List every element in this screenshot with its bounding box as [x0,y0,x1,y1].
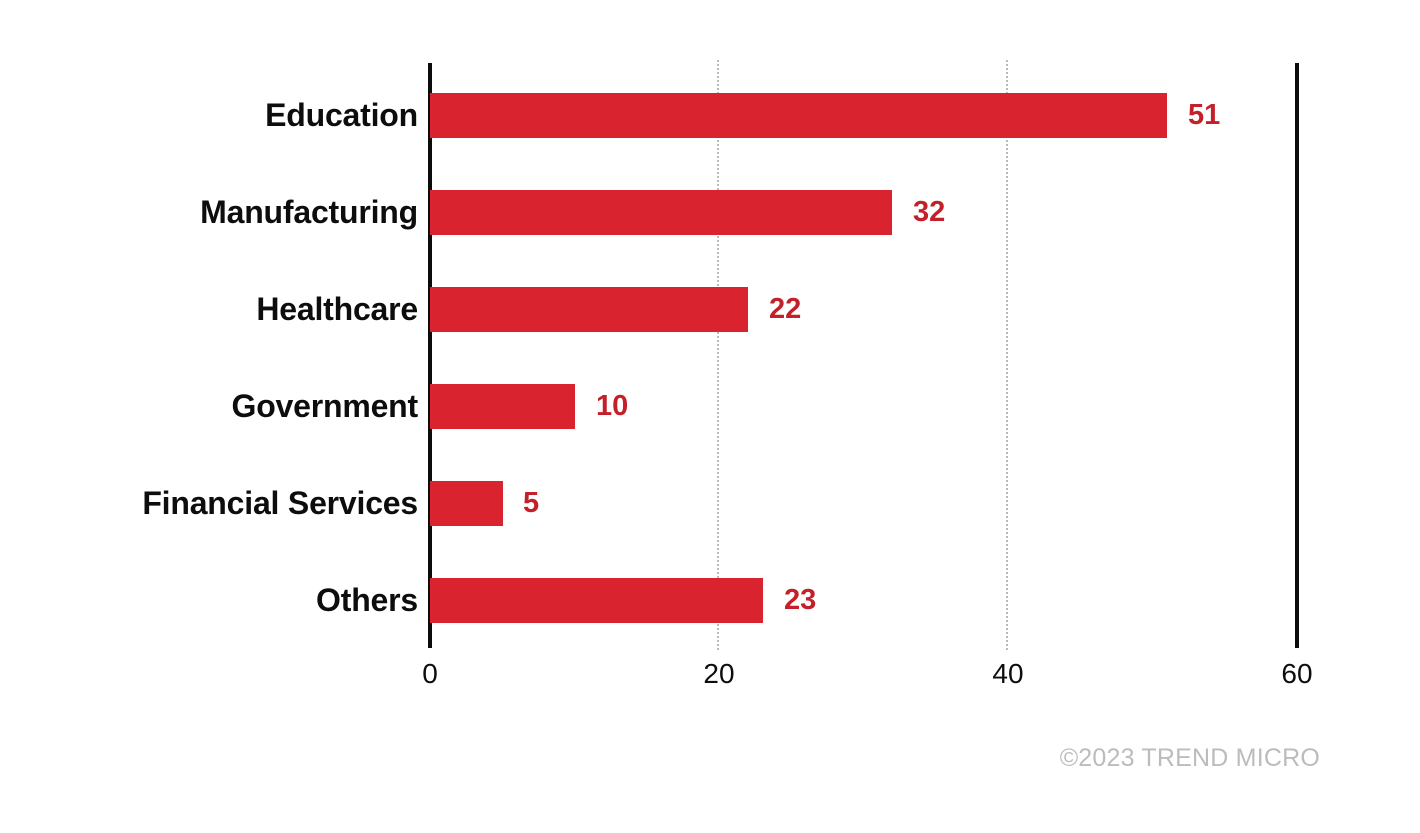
xtick-label-40: 40 [992,658,1024,689]
xtick-label-60: 60 [1281,658,1313,689]
xtick-label-20: 20 [703,658,735,689]
bar-row-healthcare: Healthcare 22 [0,270,1420,367]
bar-value-manufacturing: 32 [913,196,946,228]
bar-value-others: 23 [784,584,817,616]
bar-education[interactable] [430,93,1167,138]
xtick-label-0: 0 [422,658,438,689]
bar-others[interactable] [430,578,763,623]
bar-rows: Education 51 Manufacturing 32 Healthcare… [0,76,1420,658]
gridline-40 [1006,60,1008,650]
bar-row-financial-services: Financial Services 5 [0,464,1420,561]
y-axis-line [428,63,432,648]
bar-value-healthcare: 22 [769,293,802,325]
axis-line-right [1295,63,1299,648]
gridline-20 [717,60,719,650]
category-label-education: Education [265,97,418,133]
copyright-notice: ©2023 TREND MICRO [1059,744,1320,772]
bar-government[interactable] [430,384,575,429]
bar-value-financial-services: 5 [523,487,540,519]
bar-healthcare[interactable] [430,287,748,332]
bar-row-manufacturing: Manufacturing 32 [0,173,1420,270]
bar-value-government: 10 [596,390,629,422]
category-label-government: Government [231,388,419,424]
bar-financial-services[interactable] [430,481,503,526]
category-label-others: Others [316,582,418,618]
bar-row-education: Education 51 [0,76,1420,173]
bar-manufacturing[interactable] [430,190,892,235]
category-label-manufacturing: Manufacturing [200,194,418,230]
category-label-financial-services: Financial Services [142,485,418,521]
bar-value-education: 51 [1188,99,1221,131]
category-label-healthcare: Healthcare [256,291,418,327]
bar-row-others: Others 23 [0,561,1420,658]
bar-row-government: Government 10 [0,367,1420,464]
